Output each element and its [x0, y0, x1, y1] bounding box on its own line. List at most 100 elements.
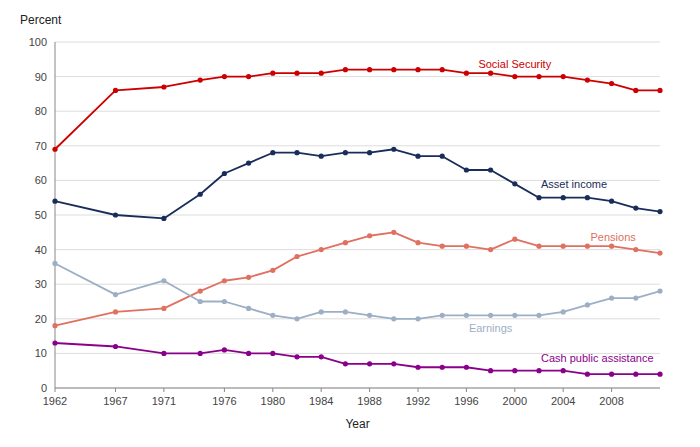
series-point [415, 154, 420, 159]
y-tick-label: 70 [35, 140, 47, 152]
grid-line [55, 111, 660, 112]
series-point [633, 88, 638, 93]
series-point [512, 368, 517, 373]
series-point [464, 244, 469, 249]
series-point [585, 372, 590, 377]
x-tick [115, 388, 116, 392]
series-point [113, 212, 118, 217]
grid-line [55, 249, 660, 250]
series-point [609, 81, 614, 86]
series-point [391, 361, 396, 366]
series-point [222, 171, 227, 176]
series-point [440, 67, 445, 72]
x-tick [369, 388, 370, 392]
series-point [113, 88, 118, 93]
series-point [488, 313, 493, 318]
series-point [488, 368, 493, 373]
y-tick-label: 60 [35, 174, 47, 186]
series-point [464, 313, 469, 318]
series-point [319, 309, 324, 314]
x-tick [321, 388, 322, 392]
series-line [55, 149, 660, 218]
x-tick [55, 388, 56, 392]
series-point [536, 368, 541, 373]
series-point [657, 250, 662, 255]
x-tick [224, 388, 225, 392]
series-point [657, 372, 662, 377]
series-label: Pensions [591, 231, 637, 243]
series-point [222, 74, 227, 79]
series-point [270, 71, 275, 76]
series-point [367, 361, 372, 366]
series-point [198, 299, 203, 304]
series-point [536, 244, 541, 249]
x-tick-label: 2004 [551, 395, 575, 407]
series-point [270, 150, 275, 155]
series-point [367, 150, 372, 155]
series-point [343, 361, 348, 366]
series-point [488, 167, 493, 172]
series-point [512, 181, 517, 186]
series-point [585, 77, 590, 82]
series-point [294, 71, 299, 76]
x-tick-label: 1980 [261, 395, 285, 407]
series-point [440, 244, 445, 249]
x-tick-label: 2000 [503, 395, 527, 407]
series-point [440, 154, 445, 159]
x-tick-label: 1992 [406, 395, 430, 407]
grid-line [55, 215, 660, 216]
series-point [52, 199, 57, 204]
plot-area [52, 67, 662, 377]
series-point [536, 74, 541, 79]
grid-line [55, 388, 660, 389]
x-tick [418, 388, 419, 392]
series-point [633, 247, 638, 252]
series-line [55, 263, 660, 318]
series-point [488, 71, 493, 76]
y-tick-label: 20 [35, 313, 47, 325]
x-tick [563, 388, 564, 392]
series-point [585, 195, 590, 200]
series-point [246, 275, 251, 280]
series-point [512, 237, 517, 242]
y-tick-label: 40 [35, 244, 47, 256]
series-line [55, 343, 660, 374]
series-point [319, 71, 324, 76]
series-point [270, 351, 275, 356]
series-point [52, 147, 57, 152]
x-tick-label: 2008 [599, 395, 623, 407]
x-tick-label: 1996 [454, 395, 478, 407]
x-tick-label: 1984 [309, 395, 333, 407]
series-point [561, 244, 566, 249]
series-point [512, 313, 517, 318]
x-tick-label: 1967 [103, 395, 127, 407]
series-point [161, 216, 166, 221]
y-axis [55, 42, 56, 388]
y-tick-label: 10 [35, 347, 47, 359]
x-tick [611, 388, 612, 392]
series-point [198, 289, 203, 294]
series-point [113, 344, 118, 349]
y-tick-label: 0 [41, 382, 47, 394]
series-point [633, 372, 638, 377]
series-point [391, 147, 396, 152]
series-point [609, 244, 614, 249]
series-point [161, 84, 166, 89]
series-point [161, 351, 166, 356]
series-point [294, 354, 299, 359]
series-point [343, 240, 348, 245]
x-tick-label: 1976 [212, 395, 236, 407]
series-point [222, 278, 227, 283]
series-point [585, 302, 590, 307]
series-point [415, 67, 420, 72]
series-line [55, 232, 660, 325]
series-point [246, 351, 251, 356]
grid [55, 42, 660, 388]
x-tick [514, 388, 515, 392]
y-tick-label: 80 [35, 105, 47, 117]
x-axis [55, 388, 660, 389]
series-label: Earnings [469, 322, 513, 334]
series-point [294, 254, 299, 259]
series-point [585, 244, 590, 249]
series-point [222, 299, 227, 304]
